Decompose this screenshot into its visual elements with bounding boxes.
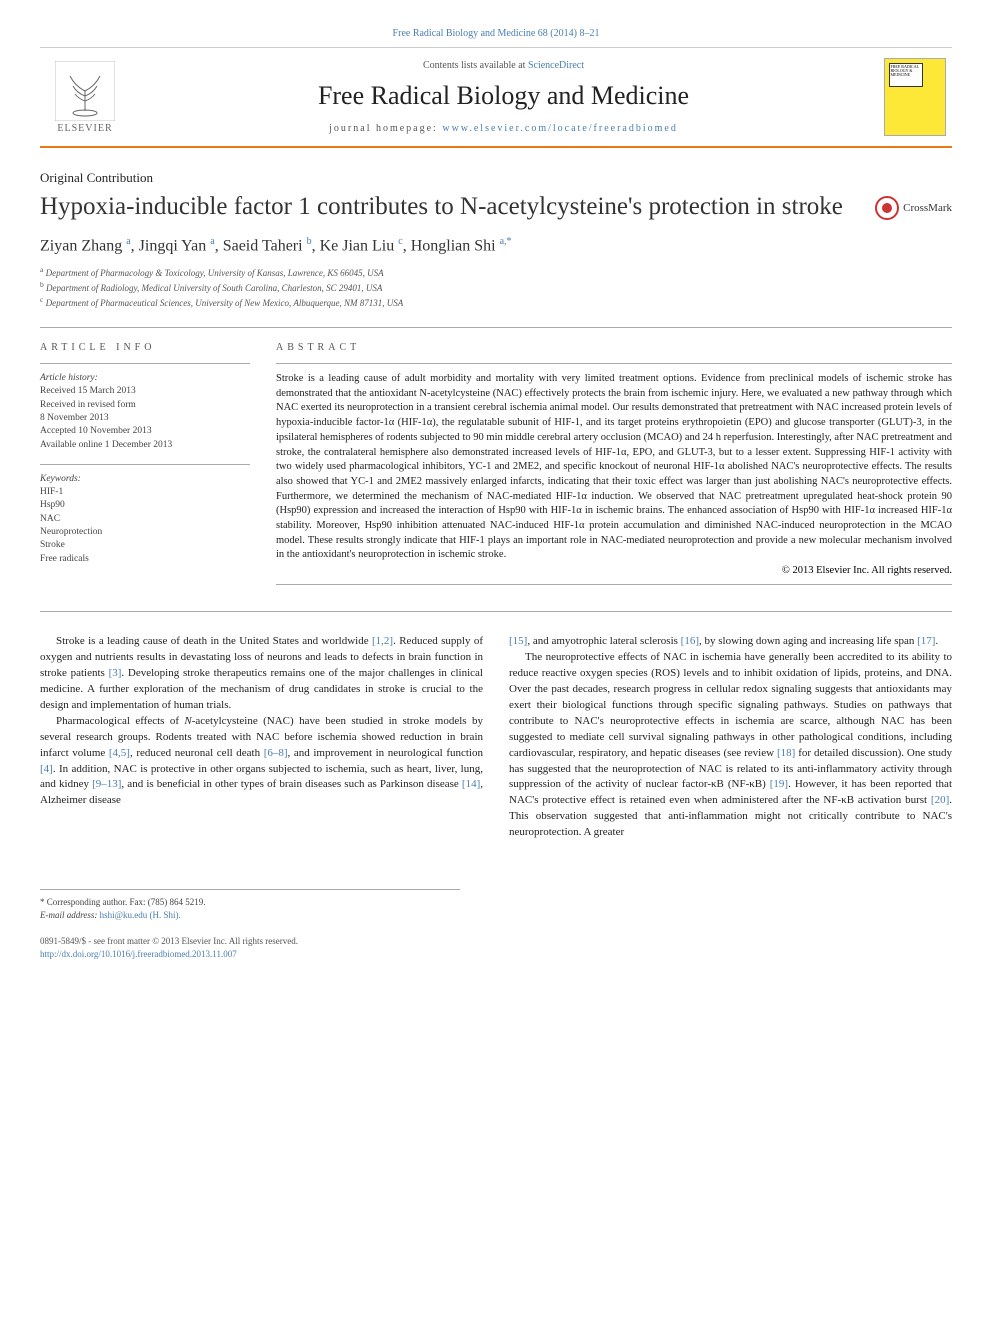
keyword-line: Stroke	[40, 539, 250, 552]
history-line: Accepted 10 November 2013	[40, 425, 250, 438]
abstract-divider	[276, 363, 952, 364]
top-citation-link[interactable]: Free Radical Biology and Medicine 68 (20…	[40, 28, 952, 39]
homepage-link[interactable]: www.elsevier.com/locate/freeradbiomed	[442, 123, 678, 134]
divider	[40, 327, 952, 328]
bottom-notes: 0891-5849/$ - see front matter © 2013 El…	[40, 935, 952, 960]
affiliation-line: b Department of Radiology, Medical Unive…	[40, 280, 952, 295]
email-link[interactable]: hshi@ku.edu (H. Shi).	[100, 910, 181, 920]
abstract-label: ABSTRACT	[276, 342, 952, 353]
history-label: Article history:	[40, 372, 250, 385]
elsevier-name: ELSEVIER	[57, 123, 112, 134]
keywords-block: Keywords: HIF-1Hsp90NACNeuroprotectionSt…	[40, 464, 250, 566]
keyword-line: Free radicals	[40, 553, 250, 566]
contents-line: Contents lists available at ScienceDirec…	[130, 60, 877, 71]
sciencedirect-link[interactable]: ScienceDirect	[528, 60, 584, 71]
doi-link[interactable]: http://dx.doi.org/10.1016/j.freeradbiome…	[40, 948, 952, 961]
body-right-column: [15], and amyotrophic lateral sclerosis …	[509, 634, 952, 841]
keywords-label: Keywords:	[40, 473, 250, 486]
elsevier-tree-icon	[55, 61, 115, 121]
body-paragraph: The neuroprotective effects of NAC in is…	[509, 650, 952, 841]
email-label: E-mail address:	[40, 910, 100, 920]
homepage-prefix: journal homepage:	[329, 123, 442, 134]
homepage-line: journal homepage: www.elsevier.com/locat…	[130, 123, 877, 134]
crossmark-label: CrossMark	[903, 202, 952, 214]
crossmark-icon	[875, 196, 899, 220]
article-title: Hypoxia-inducible factor 1 contributes t…	[40, 192, 863, 222]
journal-cover-thumb[interactable]: FREE RADICAL BIOLOGY & MEDICINE	[877, 48, 952, 146]
abstract-text: Stroke is a leading cause of adult morbi…	[276, 372, 952, 563]
article-history-block: Article history: Received 15 March 2013R…	[40, 363, 250, 452]
keyword-line: Hsp90	[40, 499, 250, 512]
affiliation-line: a Department of Pharmacology & Toxicolog…	[40, 265, 952, 280]
corresponding-author: * Corresponding author. Fax: (785) 864 5…	[40, 896, 460, 909]
body-paragraph: Stroke is a leading cause of death in th…	[40, 634, 483, 714]
affiliation-line: c Department of Pharmaceutical Sciences,…	[40, 295, 952, 310]
elsevier-logo[interactable]: ELSEVIER	[40, 48, 130, 146]
article-info-label: ARTICLE INFO	[40, 342, 250, 353]
journal-name: Free Radical Biology and Medicine	[130, 81, 877, 111]
email-line: E-mail address: hshi@ku.edu (H. Shi).	[40, 909, 460, 922]
article-type: Original Contribution	[40, 170, 952, 186]
history-line: Available online 1 December 2013	[40, 439, 250, 452]
body-paragraph: [15], and amyotrophic lateral sclerosis …	[509, 634, 952, 650]
history-line: Received in revised form	[40, 399, 250, 412]
keyword-line: Neuroprotection	[40, 526, 250, 539]
body-paragraph: Pharmacological effects of N-acetylcyste…	[40, 714, 483, 810]
body-left-column: Stroke is a leading cause of death in th…	[40, 634, 483, 841]
abstract-copyright: © 2013 Elsevier Inc. All rights reserved…	[276, 565, 952, 576]
keyword-line: NAC	[40, 513, 250, 526]
cover-title-box: FREE RADICAL BIOLOGY & MEDICINE	[889, 63, 923, 87]
keyword-line: HIF-1	[40, 486, 250, 499]
journal-header: ELSEVIER Contents lists available at Sci…	[40, 47, 952, 148]
affiliations: a Department of Pharmacology & Toxicolog…	[40, 265, 952, 309]
footnotes: * Corresponding author. Fax: (785) 864 5…	[40, 889, 460, 921]
crossmark-badge[interactable]: CrossMark	[875, 196, 952, 220]
abstract-end-divider	[276, 584, 952, 585]
issn-line: 0891-5849/$ - see front matter © 2013 El…	[40, 935, 952, 948]
body-divider	[40, 611, 952, 612]
history-line: Received 15 March 2013	[40, 385, 250, 398]
authors-line: Ziyan Zhang a, Jingqi Yan a, Saeid Taher…	[40, 236, 952, 255]
history-line: 8 November 2013	[40, 412, 250, 425]
contents-prefix: Contents lists available at	[423, 60, 528, 71]
